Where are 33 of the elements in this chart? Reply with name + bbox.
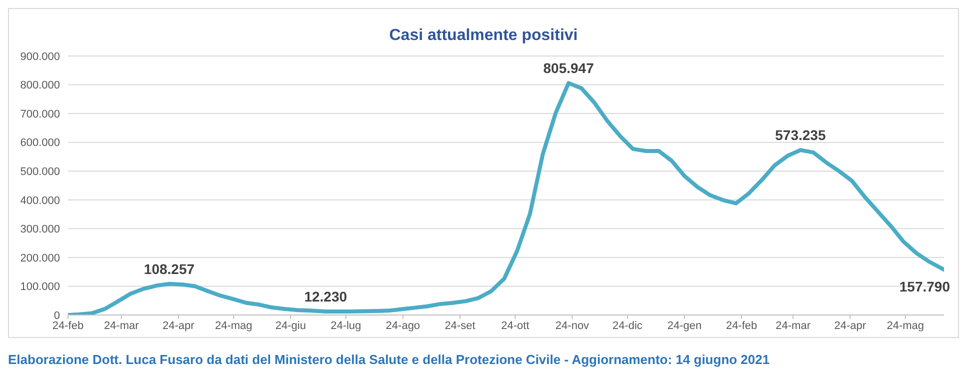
annotation: 805.947 — [543, 60, 594, 76]
x-tick-label: 24-apr — [834, 320, 866, 332]
annotation: 108.257 — [144, 260, 195, 277]
y-tick-label: 800.000 — [20, 80, 60, 92]
x-tick-label: 24-giu — [275, 320, 306, 332]
y-tick-label: 500.000 — [20, 166, 60, 178]
x-tick-label: 24-apr — [162, 320, 195, 332]
x-tick-label: 24-ago — [386, 320, 420, 332]
x-tick-label: 24-set — [444, 320, 476, 332]
annotation: 573.235 — [775, 127, 826, 144]
x-tick-label: 24-gen — [667, 320, 702, 332]
x-tick-label: 24-mar — [104, 320, 140, 332]
x-tick-label: 24-mar — [776, 320, 811, 332]
x-tick-label: 24-nov — [555, 320, 590, 332]
x-tick-label: 24-lug — [330, 320, 362, 332]
x-tick-label: 24-dic — [612, 320, 643, 332]
y-tick-label: 600.000 — [20, 137, 60, 150]
x-tick-label: 24-feb — [52, 320, 84, 332]
y-tick-label: 700.000 — [20, 108, 60, 120]
y-tick-label: 200.000 — [20, 252, 60, 264]
x-tick-label: 24-mag — [214, 320, 252, 332]
y-tick-label: 0 — [54, 310, 60, 322]
y-tick-label: 300.000 — [20, 224, 60, 236]
x-tick-label: 24-feb — [726, 320, 758, 332]
y-tick-label: 900.000 — [20, 50, 60, 63]
chart-title: Casi attualmente positivi — [388, 27, 579, 45]
y-tick-label: 100.000 — [20, 281, 60, 294]
annotation: 12.230 — [304, 288, 348, 304]
text: Elaborazione Dott. Luca Fusaro da dati del Ministero della Salute e della Protezione Civile - Aggiornamento: 14 giugno 2021 — [8, 352, 771, 367]
x-tick-label: 24-mag — [886, 320, 924, 332]
x-tick-label: 24-ott — [501, 320, 530, 332]
y-tick-label: 400.000 — [20, 194, 60, 207]
annotation: 157.790 — [899, 278, 950, 295]
